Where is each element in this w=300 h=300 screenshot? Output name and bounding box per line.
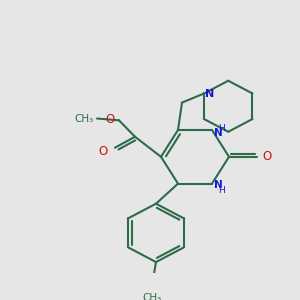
Text: N: N — [214, 181, 223, 190]
Text: CH₃: CH₃ — [142, 293, 162, 300]
Text: N: N — [214, 128, 223, 138]
Text: H: H — [218, 124, 225, 133]
Text: O: O — [99, 145, 108, 158]
Text: N: N — [205, 89, 214, 99]
Text: O: O — [262, 150, 271, 163]
Text: H: H — [218, 185, 225, 194]
Text: CH₃: CH₃ — [75, 113, 94, 124]
Text: O: O — [106, 113, 115, 126]
